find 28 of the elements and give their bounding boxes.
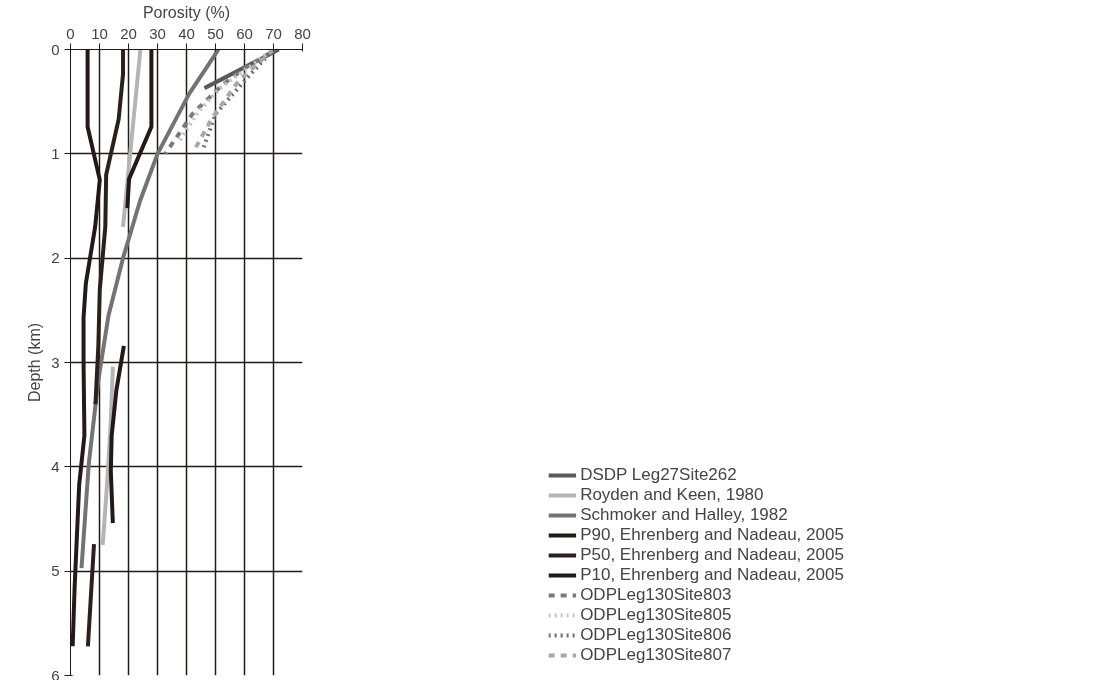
x-tick-label: 20 [120,24,137,42]
x-tick-label: 40 [178,24,195,42]
x-tick-label: 0 [66,24,75,42]
legend-label: Schmoker and Halley, 1982 [580,505,788,525]
legend-label: ODPLeg130Site806 [580,625,732,645]
y-tick-label: 5 [51,562,60,580]
y-tick-label: 2 [51,249,60,267]
x-tick-label: 30 [149,24,166,42]
legend-label: ODPLeg130Site803 [580,585,732,605]
x-axis-title: Porosity (%) [142,3,231,21]
x-tick-label: 50 [207,24,224,42]
y-axis-title: Depth (km) [26,322,44,403]
y-tick-label: 4 [51,457,60,475]
x-tick-label: 70 [265,24,282,42]
legend-label: P50, Ehrenberg and Nadeau, 2005 [580,545,844,565]
x-tick-label: 80 [294,24,311,42]
legend-label: DSDP Leg27Site262 [580,465,737,485]
x-tick-label: 60 [236,24,253,42]
x-tick-label: 10 [91,24,108,42]
legend-label: ODPLeg130Site805 [580,605,732,625]
legend-label: Royden and Keen, 1980 [580,485,764,505]
legend-label: P10, Ehrenberg and Nadeau, 2005 [580,565,844,585]
legend-label: P90, Ehrenberg and Nadeau, 2005 [580,525,844,545]
legend-label: ODPLeg130Site807 [580,645,732,665]
y-tick-label: 1 [51,144,60,162]
y-tick-label: 6 [51,666,60,684]
y-tick-label: 3 [51,353,60,371]
y-tick-label: 0 [51,40,60,58]
